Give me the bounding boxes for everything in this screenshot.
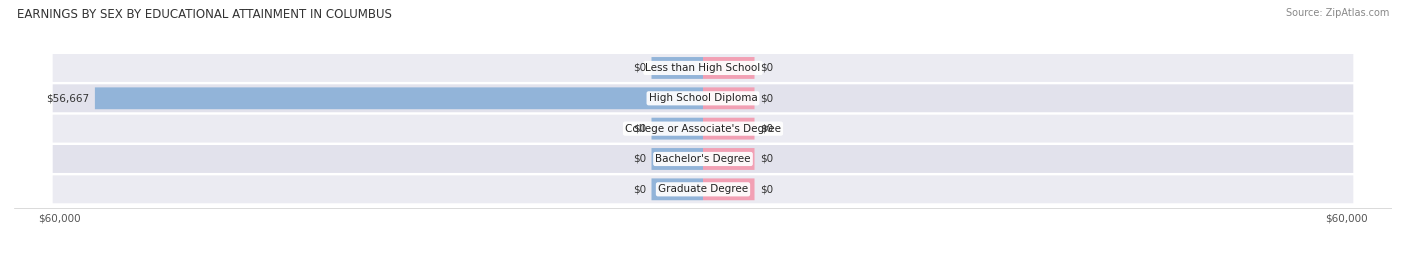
FancyBboxPatch shape	[703, 178, 755, 200]
Text: $0: $0	[759, 154, 773, 164]
FancyBboxPatch shape	[94, 87, 703, 109]
Text: High School Diploma: High School Diploma	[648, 93, 758, 103]
Text: $0: $0	[759, 63, 773, 73]
FancyBboxPatch shape	[703, 118, 755, 140]
Text: Less than High School: Less than High School	[645, 63, 761, 73]
FancyBboxPatch shape	[651, 148, 703, 170]
Text: $0: $0	[633, 124, 647, 134]
FancyBboxPatch shape	[703, 57, 755, 79]
Text: EARNINGS BY SEX BY EDUCATIONAL ATTAINMENT IN COLUMBUS: EARNINGS BY SEX BY EDUCATIONAL ATTAINMEN…	[17, 8, 392, 21]
FancyBboxPatch shape	[52, 145, 1354, 173]
FancyBboxPatch shape	[703, 87, 755, 109]
Text: $0: $0	[759, 124, 773, 134]
FancyBboxPatch shape	[52, 84, 1354, 112]
FancyBboxPatch shape	[52, 115, 1354, 143]
Text: $0: $0	[759, 184, 773, 194]
Text: $0: $0	[759, 93, 773, 103]
Text: Bachelor's Degree: Bachelor's Degree	[655, 154, 751, 164]
FancyBboxPatch shape	[703, 148, 755, 170]
FancyBboxPatch shape	[651, 57, 703, 79]
Text: $56,667: $56,667	[46, 93, 90, 103]
Text: College or Associate's Degree: College or Associate's Degree	[626, 124, 780, 134]
FancyBboxPatch shape	[651, 178, 703, 200]
FancyBboxPatch shape	[52, 54, 1354, 82]
FancyBboxPatch shape	[651, 118, 703, 140]
Text: $0: $0	[633, 184, 647, 194]
Text: $0: $0	[633, 154, 647, 164]
Text: Source: ZipAtlas.com: Source: ZipAtlas.com	[1285, 8, 1389, 18]
Text: Graduate Degree: Graduate Degree	[658, 184, 748, 194]
Text: $0: $0	[633, 63, 647, 73]
FancyBboxPatch shape	[52, 175, 1354, 203]
